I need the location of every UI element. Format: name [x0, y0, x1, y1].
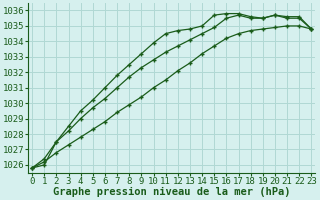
X-axis label: Graphe pression niveau de la mer (hPa): Graphe pression niveau de la mer (hPa): [53, 187, 291, 197]
